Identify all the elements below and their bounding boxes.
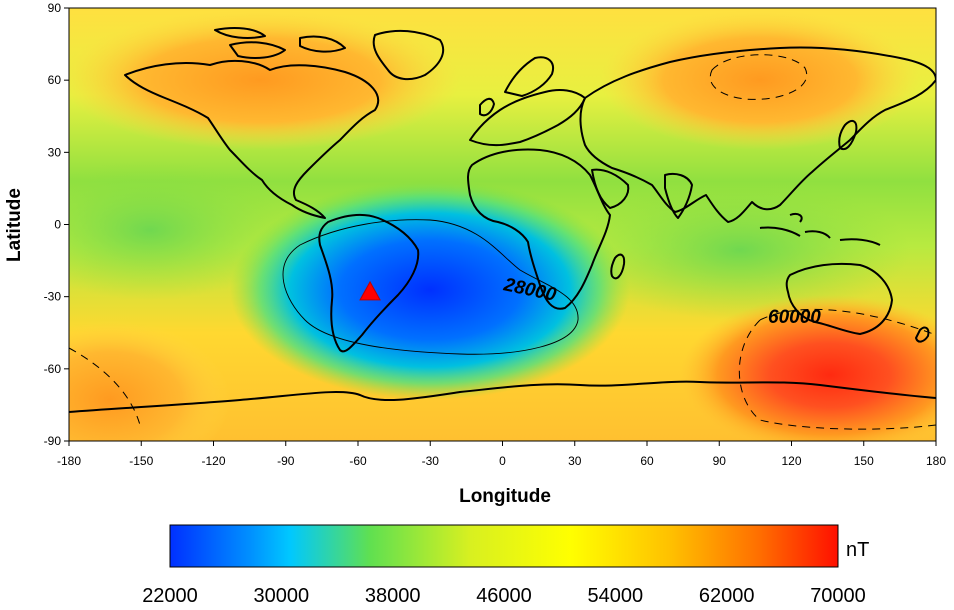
y-tick-label: -60	[44, 362, 62, 376]
colorbar-tick-label: 70000	[810, 585, 866, 607]
x-tick-label: -90	[277, 454, 295, 468]
x-tick-label: 120	[781, 454, 801, 468]
x-tick-label: -60	[349, 454, 367, 468]
x-tick-label: -150	[129, 454, 153, 468]
colorbar-unit: nT	[846, 539, 869, 561]
colorbar-tick-label: 22000	[142, 585, 198, 607]
x-tick-label: 180	[926, 454, 946, 468]
x-tick-label: -30	[422, 454, 440, 468]
contour-60000-north	[709, 54, 808, 100]
x-tick-label: 90	[713, 454, 727, 468]
colorbar-ticks: 22000 30000 38000 46000 54000 62000 70000	[142, 585, 866, 607]
field-intensity-raster	[69, 8, 936, 441]
y-tick-label: -90	[44, 434, 62, 448]
x-tick-label: 0	[499, 454, 506, 468]
colorbar-tick-label: 54000	[588, 585, 644, 607]
y-tick-label: 90	[48, 1, 62, 15]
y-axis-title: Latitude	[4, 188, 25, 262]
x-axis-title: Longitude	[459, 486, 551, 507]
colorbar-tick-label: 62000	[699, 585, 755, 607]
colorbar-tick-label: 38000	[365, 585, 421, 607]
contour-label-60000: 60000	[768, 307, 821, 328]
x-tick-label: -120	[201, 454, 225, 468]
y-axis-ticks: 90 60 30 0 -30 -60 -90	[44, 1, 69, 448]
x-tick-label: 30	[568, 454, 582, 468]
y-tick-label: -30	[44, 290, 62, 304]
x-axis-ticks: -180 -150 -120 -90 -60 -30 0 30 60 90 120 150 180	[57, 441, 946, 468]
colorbar-tick-label: 30000	[254, 585, 310, 607]
colorbar	[169, 524, 839, 568]
contour-28000	[282, 219, 579, 355]
y-tick-label: 0	[54, 218, 61, 232]
x-tick-label: 150	[854, 454, 874, 468]
y-tick-label: 30	[48, 145, 62, 159]
coastlines	[69, 27, 936, 413]
x-tick-label: -180	[57, 454, 81, 468]
contour-60000	[738, 308, 936, 430]
y-tick-label: 60	[48, 73, 62, 87]
x-tick-label: 60	[640, 454, 654, 468]
colorbar-tick-label: 46000	[476, 585, 532, 607]
red-triangle-marker	[359, 280, 381, 301]
